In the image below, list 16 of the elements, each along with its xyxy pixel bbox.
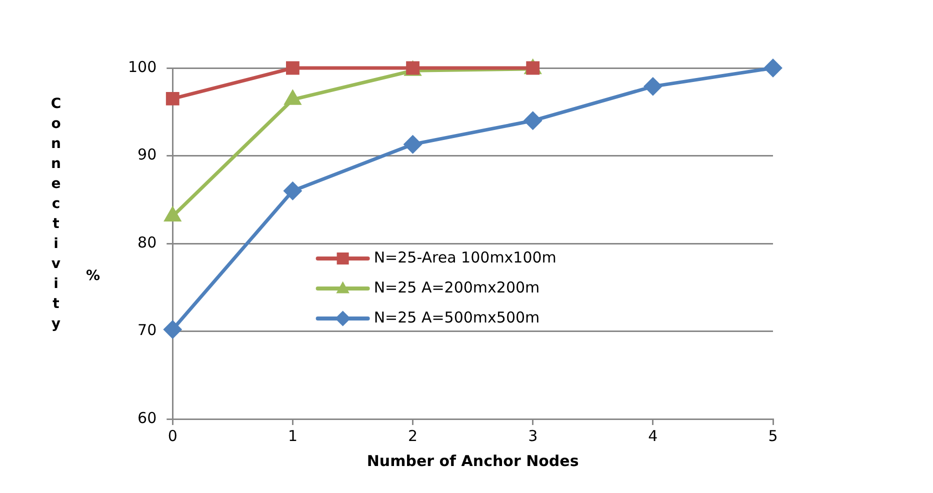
y-tick-label: 80 (138, 233, 157, 252)
legend-label: N=25-Area 100mx100m (374, 248, 556, 266)
x-tick-label: 2 (408, 426, 418, 445)
y-tick-label: 70 (138, 321, 157, 340)
x-axis-title: Number of Anchor Nodes (366, 452, 579, 470)
x-tick-label: 3 (528, 426, 538, 445)
x-tick-label: 4 (648, 426, 658, 445)
y-tick-label: 100 (128, 58, 157, 76)
text: Connectivity % (48, 96, 100, 336)
x-tick-label: 0 (168, 426, 178, 445)
y-tick-label: 60 (138, 408, 157, 427)
legend-label: N=25 A=500mx500m (374, 308, 540, 326)
y-tick-label: 90 (138, 146, 157, 164)
x-tick-label: 5 (768, 426, 778, 445)
x-tick-label: 1 (288, 426, 298, 445)
legend-label: N=25 A=200mx200m (374, 278, 540, 296)
